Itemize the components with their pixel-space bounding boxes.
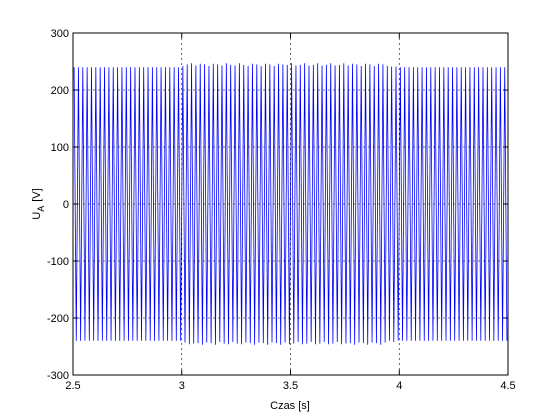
y-label-unit: [V] [31,188,43,201]
y-tick-label: 200 [51,85,69,97]
x-axis-label: Czas [s] [270,400,310,412]
x-tick-label: 3.5 [283,380,298,392]
y-tick-label: 0 [63,199,69,211]
x-tick-label: 3 [179,380,185,392]
y-label-main: U [31,212,43,220]
y-label-sub: A [36,206,46,212]
x-tick-label: 4 [396,380,402,392]
y-tick-label: 100 [51,142,69,154]
y-tick-label: -100 [47,256,69,268]
y-tick-label: 300 [51,28,69,40]
x-tick-label: 4.5 [500,380,515,392]
y-tick-label: -300 [47,370,69,382]
axes-frame [72,32,509,376]
y-axis-label: UA [V] [31,188,46,219]
x-tick-label: 2.5 [65,380,80,392]
y-tick-label: -200 [47,313,69,325]
